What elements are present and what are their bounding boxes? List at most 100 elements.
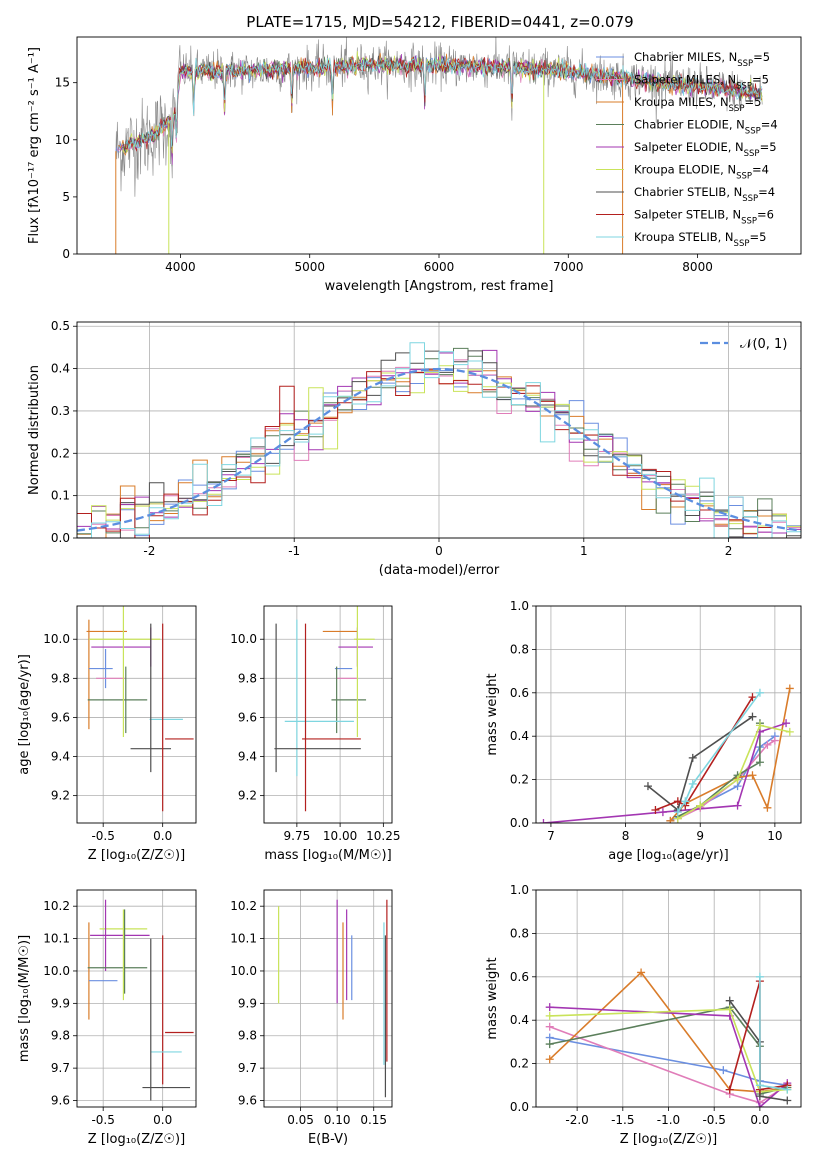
x-axis-label: Z [log₁₀(Z/Z☉)]	[88, 1132, 185, 1147]
y-tick-label: 9.2	[51, 789, 70, 803]
x-tick-label: -0.5	[91, 829, 114, 843]
weight-marker	[545, 1011, 554, 1020]
weight-marker	[651, 805, 660, 814]
weight-marker	[785, 684, 794, 693]
y-tick-label: 0.2	[51, 446, 70, 460]
weight-marker	[539, 819, 548, 823]
weight-marker	[785, 727, 794, 736]
x-axis-label: E(B-V)	[308, 1132, 348, 1147]
y-axis-label: mass [log₁₀(M/M☉)]	[17, 935, 32, 1062]
y-tick-label: 0.8	[510, 926, 529, 940]
y-tick-label: 0.0	[510, 816, 529, 830]
x-tick-label: 0.0	[750, 1113, 769, 1127]
weight-marker	[748, 771, 757, 780]
x-tick-label: 10.00	[323, 829, 357, 843]
y-tick-label: 0.0	[510, 1100, 529, 1114]
y-tick-label: 9.8	[238, 1029, 257, 1043]
y-tick-label: 10.0	[230, 964, 257, 978]
x-axis-label: wavelength [Angstrom, rest frame]	[325, 279, 554, 294]
x-axis-label: Z [log₁₀(Z/Z☉)]	[620, 1132, 717, 1147]
y-axis-label: age [log₁₀(age/yr)]	[17, 654, 32, 775]
legend-entry: Chabrier STELIB, NSSP=4	[634, 185, 775, 204]
y-tick-label: 0.3	[51, 404, 70, 418]
weight-marker	[545, 1055, 554, 1064]
y-axis-label: Flux [fλ10⁻¹⁷ erg cm⁻² s⁻¹ A⁻¹]	[27, 47, 42, 244]
x-tick-label: 0.10	[324, 1113, 351, 1127]
legend-entry: Kroupa MILES, NSSP=5	[634, 95, 761, 114]
weight-marker	[782, 719, 791, 728]
y-tick-label: 1.0	[510, 599, 529, 613]
y-tick-label: 10.1	[230, 932, 257, 946]
axes-frame	[535, 605, 802, 824]
plot-area	[545, 968, 792, 1107]
weight-series	[669, 688, 791, 822]
weight-series	[549, 1006, 788, 1107]
y-tick-label: 0.8	[510, 642, 529, 656]
weight-marker	[733, 775, 742, 784]
x-tick-label: -2	[143, 544, 155, 558]
weight-series	[655, 696, 754, 811]
x-tick-label: 0	[435, 544, 443, 558]
model-curve	[124, 56, 762, 152]
weight-marker	[688, 779, 697, 788]
weight-marker	[755, 758, 764, 767]
y-tick-label: 0.6	[510, 686, 529, 700]
chart-title: PLATE=1715, MJD=54212, FIBERID=0441, z=0…	[246, 13, 633, 31]
legend-entry: Kroupa STELIB, NSSP=5	[634, 230, 766, 249]
y-tick-label: 9.6	[238, 1094, 257, 1108]
legend-entry: Chabrier MILES, NSSP=5	[634, 50, 770, 69]
plot-area	[278, 899, 388, 1098]
weight-series	[549, 1036, 788, 1087]
weight-marker	[673, 797, 682, 806]
weight-marker	[770, 736, 779, 745]
weight-marker	[763, 803, 772, 812]
model-curve	[123, 55, 762, 152]
weight-marker	[755, 721, 764, 730]
x-tick-label: 6000	[424, 260, 455, 274]
plot-area	[539, 684, 794, 823]
weight-marker	[763, 740, 772, 749]
y-tick-label: 0.5	[51, 319, 70, 333]
y-tick-label: 0.1	[51, 489, 70, 503]
weight-marker	[637, 968, 646, 977]
axes-frame	[76, 889, 197, 1108]
y-tick-label: 9.2	[238, 789, 257, 803]
weight-series	[728, 980, 788, 1091]
x-axis-label: Z [log₁₀(Z/Z☉)]	[88, 848, 185, 863]
y-tick-label: 9.8	[51, 1029, 70, 1043]
x-axis-label: (data-model)/error	[379, 563, 500, 578]
y-axis-label: mass weight	[485, 673, 500, 755]
y-tick-label: 10.2	[43, 899, 70, 913]
x-tick-label: 0.0	[153, 1113, 172, 1127]
weight-marker	[725, 996, 734, 1005]
weight-marker	[755, 1081, 764, 1090]
y-tick-label: 9.9	[51, 996, 70, 1010]
weight-marker	[748, 712, 757, 721]
axes-frame	[76, 36, 802, 255]
weight-marker	[545, 1003, 554, 1012]
x-tick-label: 2	[725, 544, 733, 558]
legend-entry: Salpeter ELODIE, NSSP=5	[634, 140, 777, 159]
legend: Chabrier MILES, NSSP=5 Salpeter MILES, NS…	[596, 50, 778, 249]
weight-series	[759, 976, 788, 1091]
axes-frame	[263, 889, 393, 1108]
x-axis-label: age [log₁₀(age/yr)]	[608, 848, 729, 863]
y-tick-label: 9.6	[51, 710, 70, 724]
weight-marker	[783, 1096, 792, 1105]
normal-reference-curve	[77, 367, 801, 532]
y-tick-label: 0.4	[510, 1013, 529, 1027]
axes-frame	[535, 889, 802, 1108]
x-tick-label: 4000	[165, 260, 196, 274]
y-tick-label: 9.6	[51, 1094, 70, 1108]
plot-area	[87, 899, 194, 1101]
panel-massweight-vs-Z: -2.0 -1.5 -1.0 -0.5 0.0 0.0 0.2 0.4 0.6 0.8 1.0 Z […	[485, 883, 802, 1147]
plot-area	[274, 606, 375, 812]
y-tick-label: 10.0	[43, 632, 70, 646]
axes-frame	[76, 605, 197, 824]
y-tick-label: 10	[55, 133, 70, 147]
weight-marker	[658, 808, 667, 817]
y-tick-label: 10.0	[230, 632, 257, 646]
axes-frame	[76, 321, 802, 539]
weight-series	[677, 692, 761, 813]
plot-area	[115, 37, 763, 254]
